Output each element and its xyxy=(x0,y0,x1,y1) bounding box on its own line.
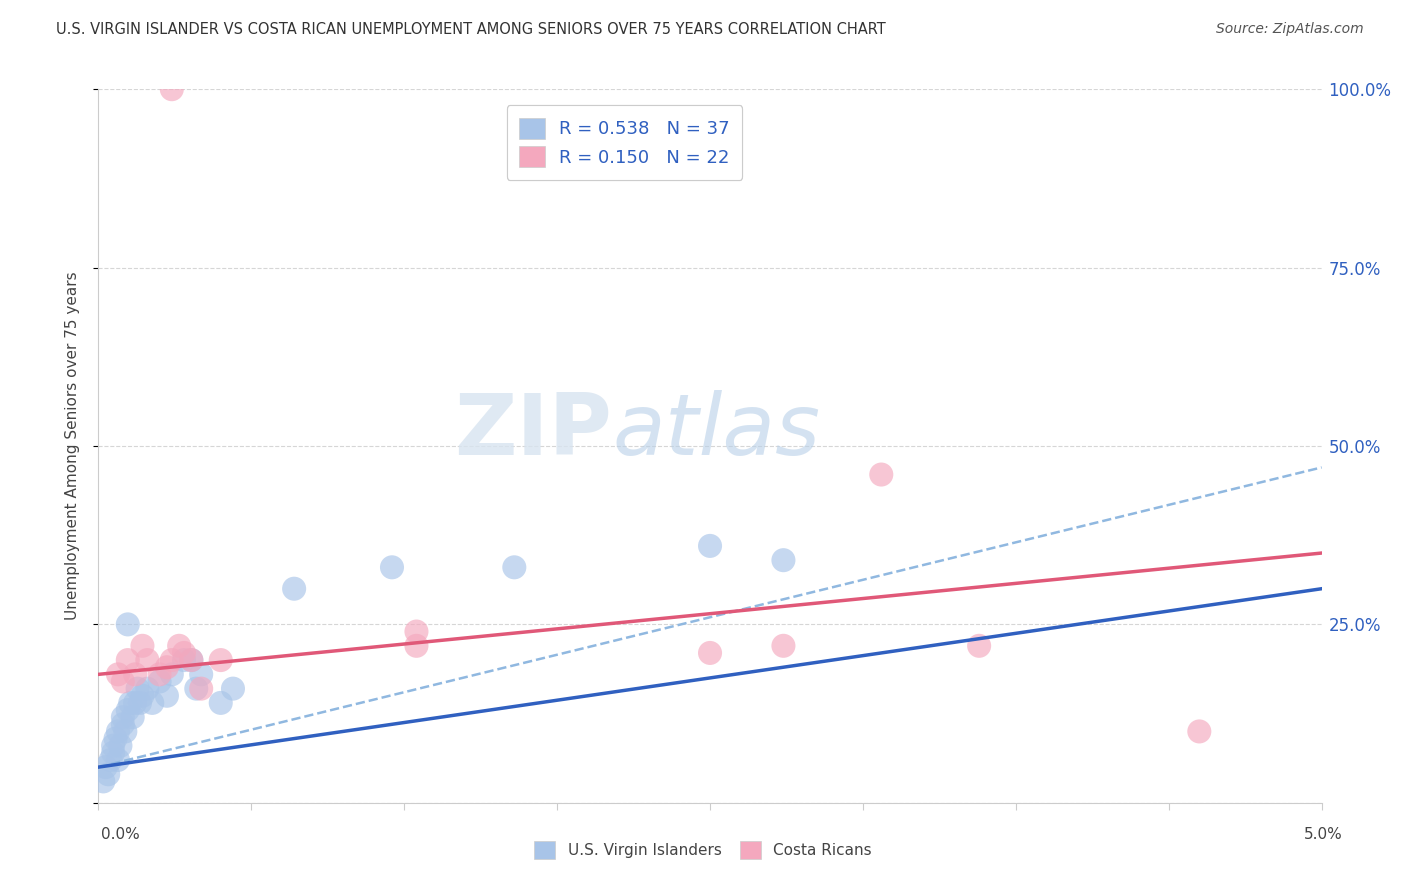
Text: ZIP: ZIP xyxy=(454,390,612,474)
Point xyxy=(104,731,127,746)
Point xyxy=(209,653,232,667)
Point xyxy=(121,710,143,724)
Point xyxy=(405,639,427,653)
Point xyxy=(101,739,124,753)
Point xyxy=(124,696,146,710)
Point xyxy=(405,624,427,639)
Point xyxy=(94,760,117,774)
Point xyxy=(870,467,893,482)
Point xyxy=(173,646,195,660)
Text: 5.0%: 5.0% xyxy=(1303,827,1343,841)
Point xyxy=(160,82,183,96)
Point xyxy=(141,696,163,710)
Point xyxy=(97,767,120,781)
Point xyxy=(156,689,179,703)
Point xyxy=(167,639,190,653)
Legend: U.S. Virgin Islanders, Costa Ricans: U.S. Virgin Islanders, Costa Ricans xyxy=(526,834,880,866)
Point xyxy=(107,724,129,739)
Point xyxy=(160,667,183,681)
Point xyxy=(173,653,195,667)
Point xyxy=(111,717,134,731)
Point xyxy=(120,696,142,710)
Point xyxy=(180,653,202,667)
Point xyxy=(131,689,153,703)
Point xyxy=(180,653,202,667)
Point xyxy=(772,639,794,653)
Point xyxy=(186,681,208,696)
Point xyxy=(967,639,990,653)
Point xyxy=(283,582,305,596)
Point xyxy=(117,617,139,632)
Point xyxy=(156,660,179,674)
Point xyxy=(1188,724,1211,739)
Point xyxy=(91,774,114,789)
Point xyxy=(117,653,139,667)
Y-axis label: Unemployment Among Seniors over 75 years: Unemployment Among Seniors over 75 years xyxy=(65,272,80,620)
Point xyxy=(111,710,134,724)
Point xyxy=(381,560,404,574)
Point xyxy=(131,639,153,653)
Legend: R = 0.538   N = 37, R = 0.150   N = 22: R = 0.538 N = 37, R = 0.150 N = 22 xyxy=(506,105,742,179)
Point xyxy=(124,667,146,681)
Point xyxy=(111,674,134,689)
Point xyxy=(100,753,122,767)
Point xyxy=(772,553,794,567)
Point xyxy=(190,667,212,681)
Point xyxy=(190,681,212,696)
Point xyxy=(160,653,183,667)
Point xyxy=(114,724,136,739)
Point xyxy=(149,674,172,689)
Point xyxy=(136,681,159,696)
Point xyxy=(503,560,526,574)
Point xyxy=(136,653,159,667)
Text: U.S. VIRGIN ISLANDER VS COSTA RICAN UNEMPLOYMENT AMONG SENIORS OVER 75 YEARS COR: U.S. VIRGIN ISLANDER VS COSTA RICAN UNEM… xyxy=(56,22,886,37)
Point xyxy=(699,539,721,553)
Point xyxy=(149,667,172,681)
Point xyxy=(129,696,152,710)
Point xyxy=(107,667,129,681)
Point xyxy=(222,681,245,696)
Text: atlas: atlas xyxy=(612,390,820,474)
Point xyxy=(101,746,124,760)
Point xyxy=(209,696,232,710)
Point xyxy=(127,681,149,696)
Text: 0.0%: 0.0% xyxy=(101,827,141,841)
Point xyxy=(110,739,132,753)
Point xyxy=(117,703,139,717)
Text: Source: ZipAtlas.com: Source: ZipAtlas.com xyxy=(1216,22,1364,37)
Point xyxy=(699,646,721,660)
Point xyxy=(107,753,129,767)
